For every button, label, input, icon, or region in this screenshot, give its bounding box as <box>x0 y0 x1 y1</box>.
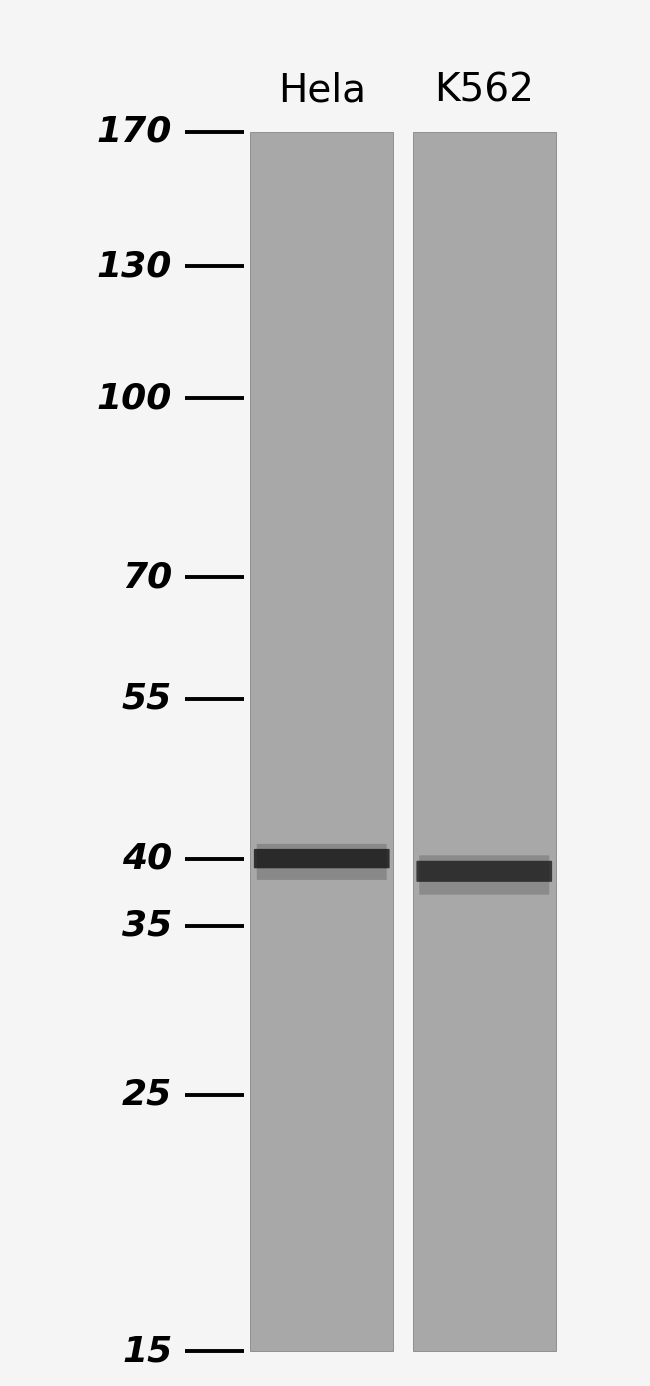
FancyBboxPatch shape <box>254 848 389 868</box>
Text: 55: 55 <box>122 682 172 715</box>
Text: 15: 15 <box>122 1335 172 1368</box>
FancyBboxPatch shape <box>257 844 387 880</box>
Text: 70: 70 <box>122 560 172 595</box>
Text: 35: 35 <box>122 909 172 942</box>
Text: Hela: Hela <box>278 71 366 109</box>
FancyBboxPatch shape <box>417 861 552 881</box>
Text: 170: 170 <box>97 115 172 148</box>
FancyBboxPatch shape <box>419 855 549 894</box>
Bar <box>250 132 393 1351</box>
Text: K562: K562 <box>434 71 534 109</box>
Text: 130: 130 <box>97 249 172 284</box>
Text: 100: 100 <box>97 381 172 416</box>
Bar <box>413 132 556 1351</box>
Text: 25: 25 <box>122 1078 172 1112</box>
Text: 40: 40 <box>122 841 172 876</box>
